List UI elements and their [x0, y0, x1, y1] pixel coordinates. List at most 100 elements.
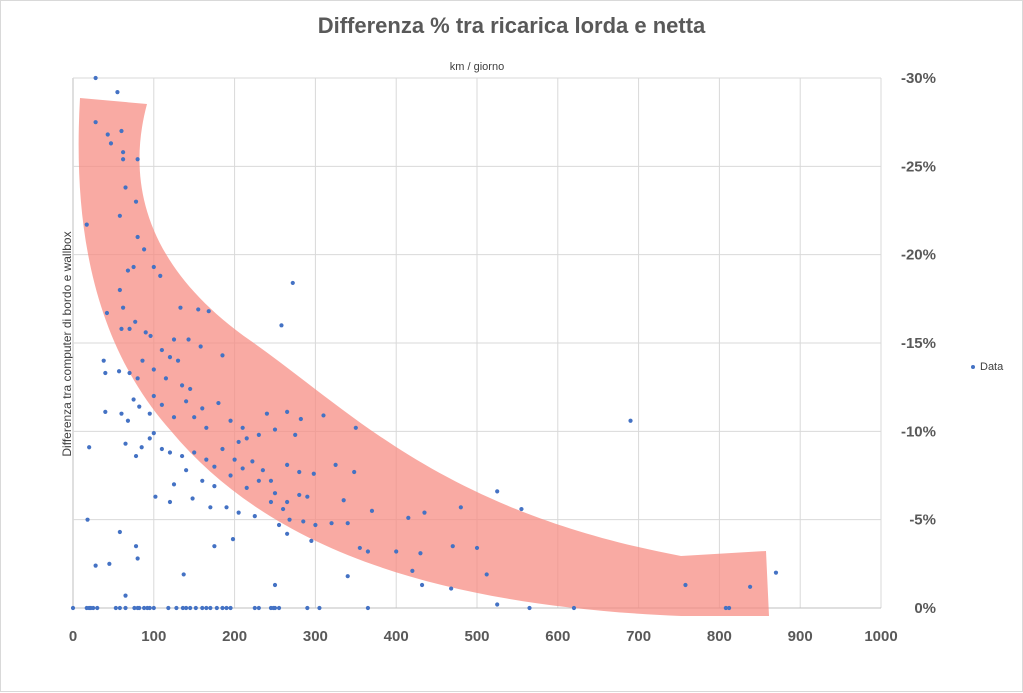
data-point [260, 468, 265, 473]
data-point [418, 551, 423, 556]
data-point [125, 418, 131, 423]
data-point [143, 330, 148, 335]
data-point [163, 376, 169, 381]
data-point [228, 418, 233, 423]
data-point [151, 393, 156, 399]
x-tick-label: 700 [626, 628, 651, 645]
data-point [224, 505, 229, 510]
data-point [293, 432, 298, 437]
x-axis-title: km / giorno [449, 61, 505, 73]
data-point [103, 370, 108, 376]
data-point [773, 570, 779, 575]
data-point [132, 605, 137, 611]
data-point [151, 431, 156, 436]
data-point [220, 605, 225, 611]
data-point [184, 399, 189, 404]
data-point [103, 409, 108, 414]
data-point [301, 519, 306, 524]
data-point [123, 605, 128, 611]
data-point [140, 358, 145, 363]
data-point [240, 466, 245, 471]
y-tick-label: 0% [914, 600, 936, 617]
data-point [297, 492, 302, 498]
data-point [85, 517, 90, 522]
data-point [101, 358, 106, 363]
data-point [171, 482, 177, 487]
data-point [148, 333, 153, 339]
data-point [179, 383, 185, 388]
data-point [119, 128, 124, 134]
x-tick-label: 1000 [864, 628, 897, 645]
data-point [748, 584, 753, 589]
data-point [139, 445, 144, 450]
data-point [290, 280, 295, 286]
data-point [151, 605, 156, 611]
data-point [117, 287, 122, 293]
data-point [117, 605, 122, 611]
x-tick-label: 200 [222, 628, 247, 645]
data-point [147, 436, 152, 441]
data-point [484, 572, 489, 577]
data-point [142, 605, 147, 611]
data-point [406, 515, 411, 521]
data-point [256, 432, 261, 437]
data-point [628, 418, 633, 423]
data-point [171, 415, 177, 420]
x-tick-label: 300 [303, 628, 328, 645]
x-tick-label: 400 [384, 628, 409, 645]
data-point [268, 478, 274, 483]
data-point [133, 544, 139, 549]
data-point [127, 326, 132, 331]
legend-label-data: Data [980, 361, 1004, 373]
x-tick-label: 100 [141, 628, 166, 645]
data-point [135, 376, 140, 381]
data-point [198, 344, 203, 349]
y-tick-labels: 0% -5% -10% -15% -20% -25% -30% [901, 70, 936, 617]
y-tick-label: -30% [901, 70, 936, 87]
data-point [214, 605, 219, 611]
data-point [208, 505, 213, 510]
data-point [186, 337, 191, 342]
data-point [230, 537, 236, 542]
data-point [116, 369, 122, 374]
data-point [131, 397, 136, 402]
data-point [120, 157, 126, 162]
data-point [120, 150, 126, 155]
data-point [285, 531, 290, 536]
trend-band [78, 98, 769, 616]
data-point [151, 367, 156, 372]
data-point [353, 425, 358, 430]
data-point [135, 556, 140, 561]
data-point [208, 605, 213, 611]
y-tick-label: -5% [909, 512, 936, 529]
data-point [105, 132, 110, 137]
x-tick-labels: 0 100 200 300 400 500 600 700 800 900 1000 [69, 628, 898, 645]
data-point [119, 326, 124, 331]
data-point [212, 544, 217, 549]
data-point [192, 415, 197, 420]
data-point [123, 593, 128, 598]
data-point [196, 307, 201, 312]
data-point [333, 462, 338, 467]
data-point [280, 506, 286, 512]
data-point [133, 319, 138, 324]
data-point [220, 353, 225, 358]
data-point [188, 386, 193, 392]
data-point [91, 605, 96, 611]
data-point [133, 199, 139, 204]
data-point [204, 605, 209, 611]
data-point [200, 406, 205, 411]
data-point [113, 605, 118, 611]
data-point [287, 517, 292, 522]
data-point [159, 347, 164, 353]
data-point [309, 538, 314, 543]
data-point [250, 459, 255, 464]
data-point [158, 273, 163, 278]
data-point [107, 561, 112, 566]
data-point [252, 605, 257, 611]
data-point [276, 522, 282, 528]
data-point [216, 400, 221, 406]
data-point [313, 522, 318, 528]
data-point [341, 498, 346, 503]
data-point [236, 510, 241, 515]
